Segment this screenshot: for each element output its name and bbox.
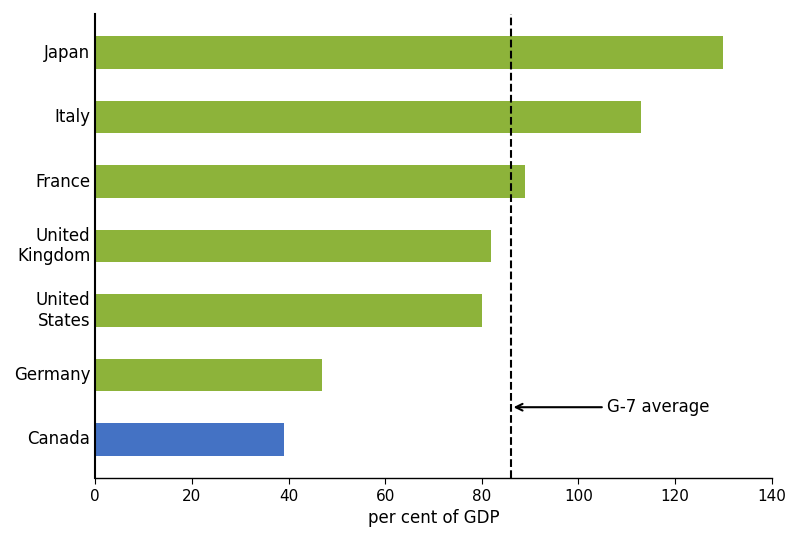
Text: G-7 average: G-7 average bbox=[516, 398, 710, 416]
X-axis label: per cent of GDP: per cent of GDP bbox=[368, 509, 499, 527]
Bar bbox=[95, 101, 642, 133]
Bar bbox=[95, 423, 284, 456]
Bar bbox=[95, 359, 322, 391]
Bar bbox=[95, 230, 491, 262]
Bar bbox=[95, 166, 526, 197]
Bar bbox=[95, 36, 723, 69]
Bar bbox=[95, 294, 482, 327]
